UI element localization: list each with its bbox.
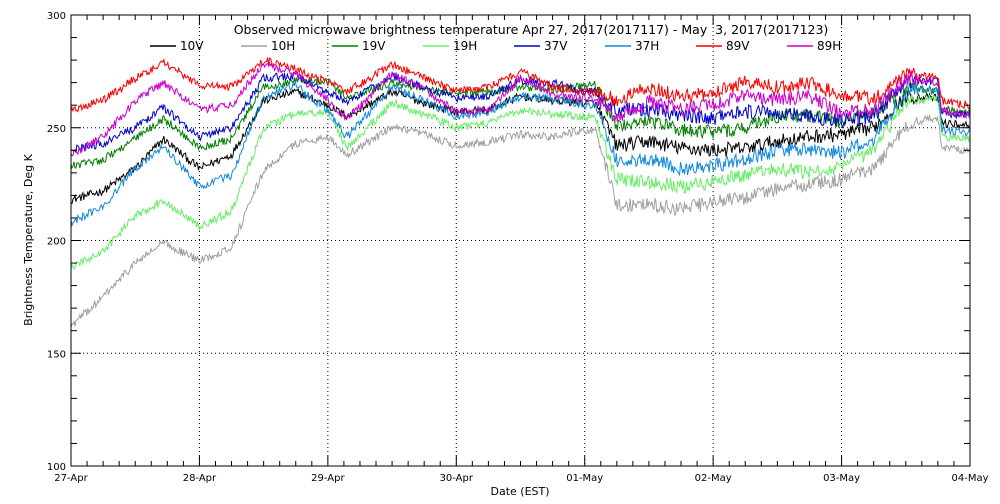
x-axis-label: Date (EST) xyxy=(490,485,549,498)
legend-label-89h: 89H xyxy=(817,39,841,53)
legend-label-10v: 10V xyxy=(180,39,204,53)
series-line-37h xyxy=(70,80,971,228)
y-tick-label: 150 xyxy=(47,349,66,360)
legend-label-19v: 19V xyxy=(362,39,386,53)
legend-label-10h: 10H xyxy=(271,39,295,53)
x-tick-label: 28-Apr xyxy=(183,473,217,484)
series-line-10v xyxy=(70,87,971,205)
legend-label-37v: 37V xyxy=(544,39,568,53)
series-line-19h xyxy=(70,94,971,271)
series-line-89v xyxy=(70,57,971,113)
y-tick-label: 100 xyxy=(47,462,66,473)
y-tick-label: 300 xyxy=(47,11,66,22)
legend-label-37h: 37H xyxy=(635,39,659,53)
x-tick-label: 02-May xyxy=(695,473,732,484)
series-line-10h xyxy=(70,114,971,328)
legend-label-89v: 89V xyxy=(726,39,750,53)
x-tick-label: 03-May xyxy=(823,473,860,484)
legend-layer: 10V 10H 19V 19H 37V 37H 89V 89H xyxy=(150,39,841,53)
series-line-89h xyxy=(70,61,971,157)
y-axis-label: Brightness Temperature, Deg K xyxy=(22,153,35,325)
legend-label-19h: 19H xyxy=(453,39,477,53)
y-tick-label: 200 xyxy=(47,237,66,248)
x-tick-label: 27-Apr xyxy=(54,473,88,484)
x-tick-label: 29-Apr xyxy=(311,473,345,484)
x-tick-label: 01-May xyxy=(566,473,603,484)
y-tick-label: 250 xyxy=(47,124,66,135)
tick-layer: 100 150 200 250 300 27-Apr 28-Apr 29-Apr 30-Apr 0… xyxy=(47,11,989,484)
series-line-19v xyxy=(70,76,971,170)
x-tick-label: 30-Apr xyxy=(440,473,474,484)
grid-layer xyxy=(71,15,970,466)
chart-title: Observed microwave brightness temperatur… xyxy=(234,22,829,37)
x-tick-label: 04-May xyxy=(951,473,988,484)
series-layer xyxy=(70,57,971,328)
